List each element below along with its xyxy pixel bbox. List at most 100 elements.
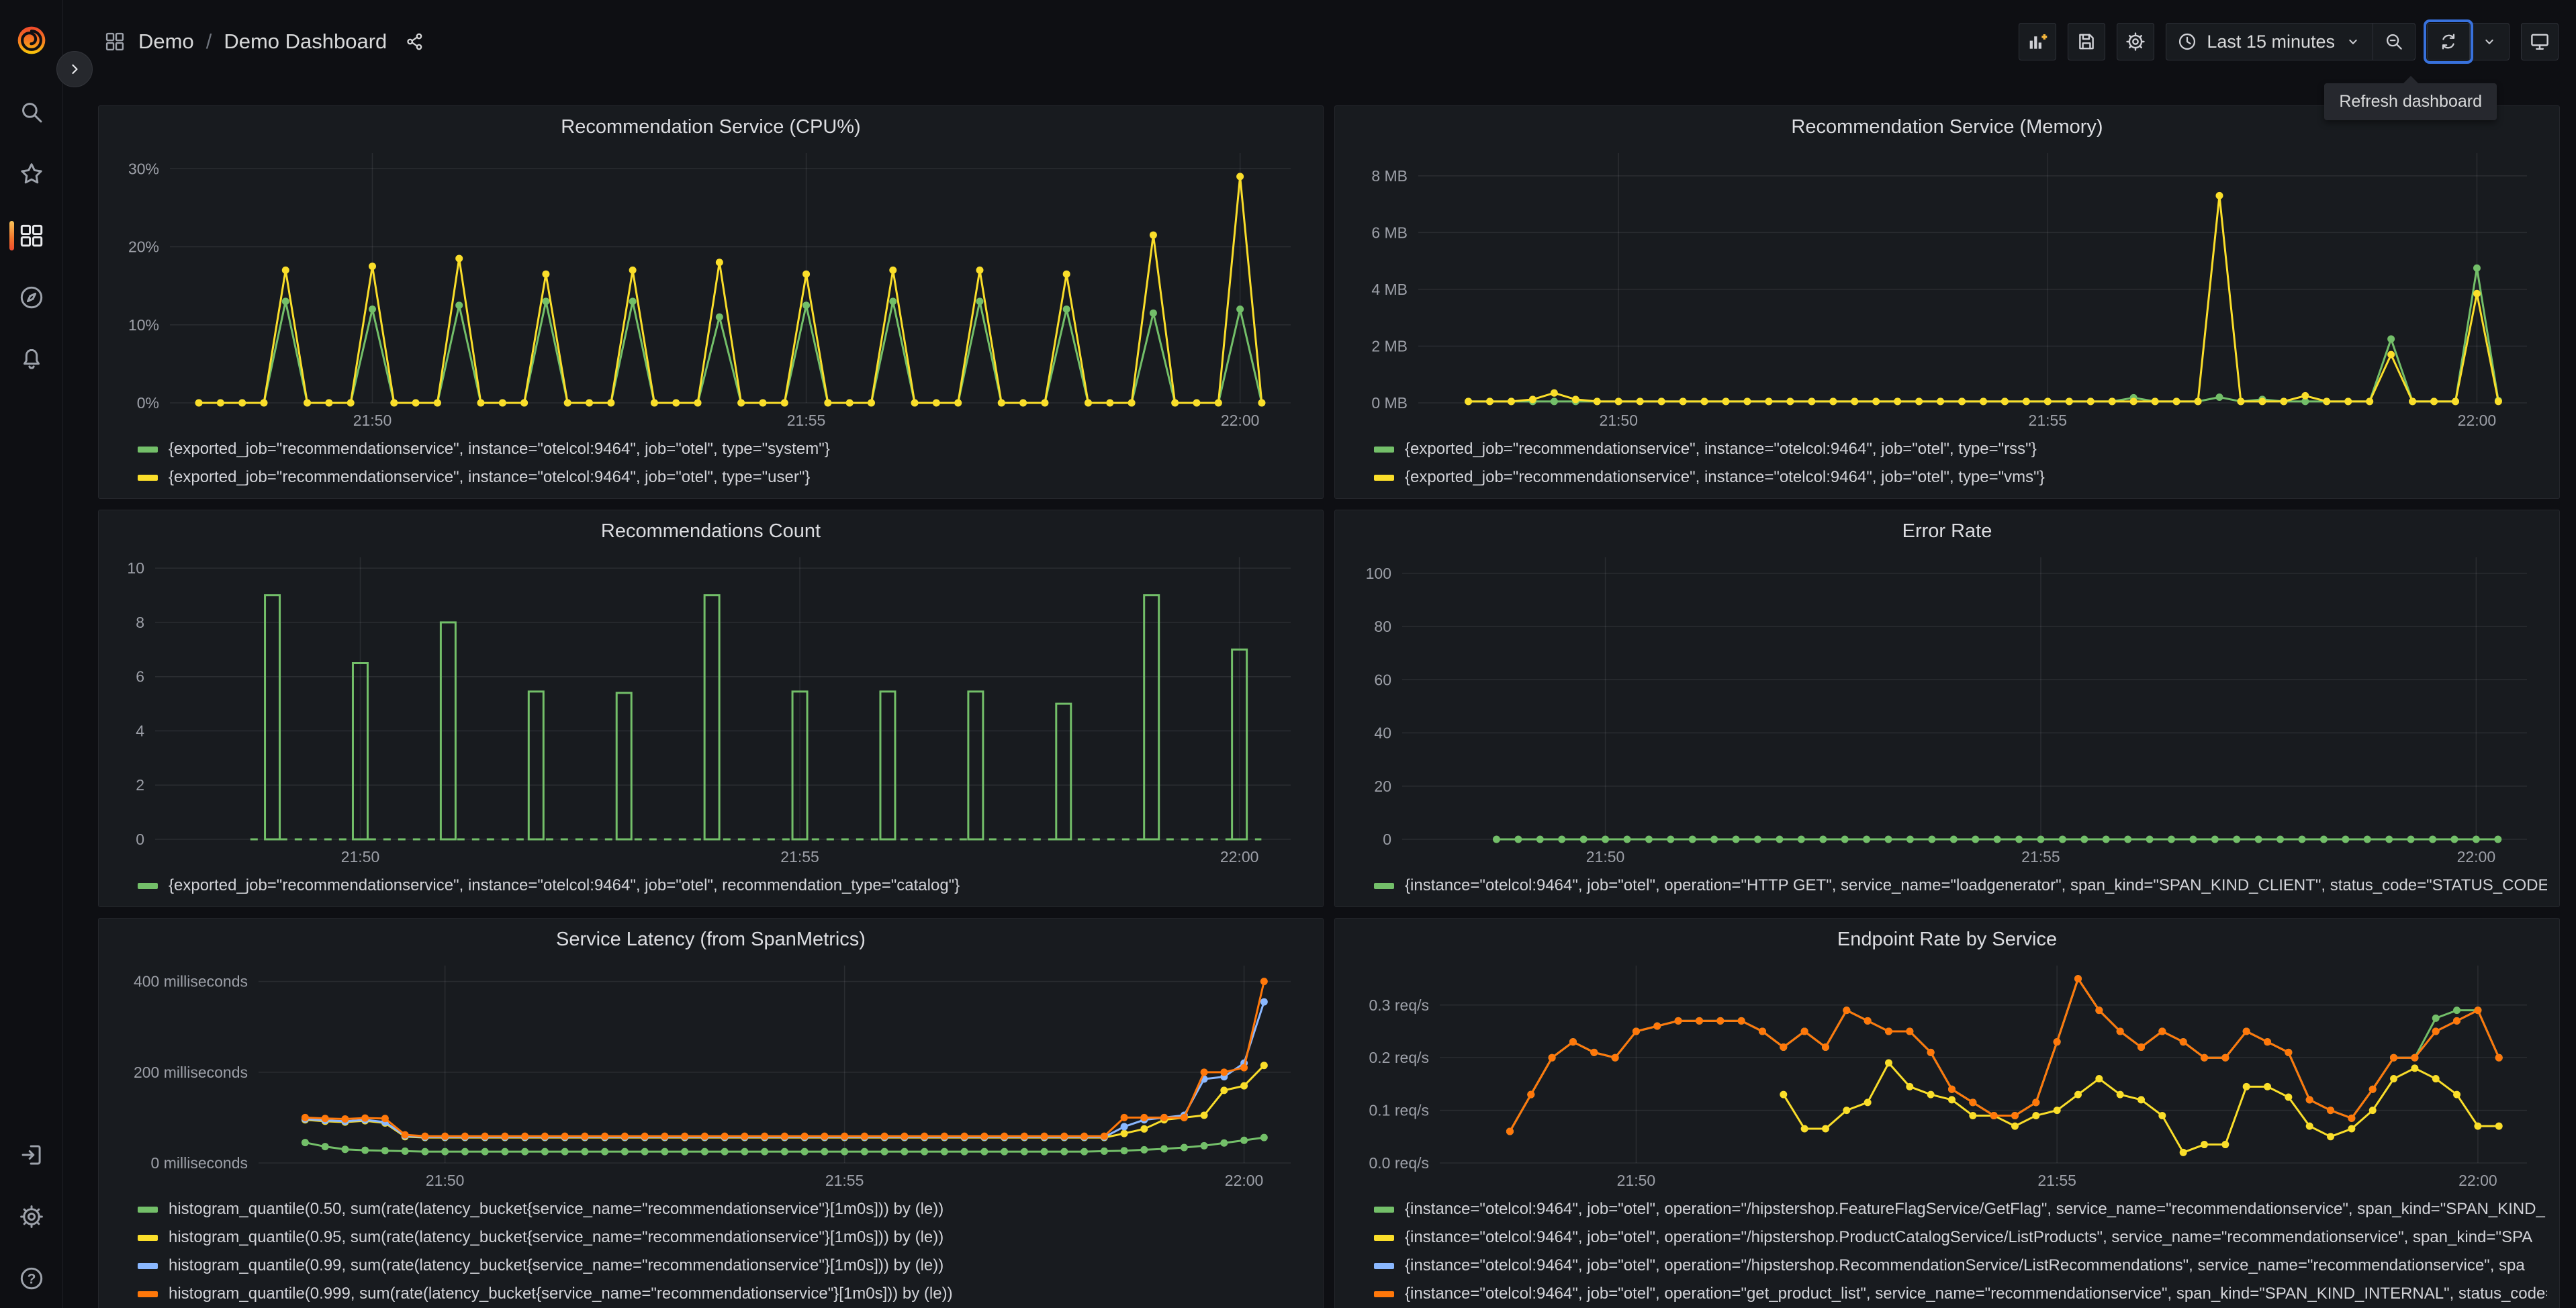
legend-item[interactable]: histogram_quantile(0.999, sum(rate(laten…	[138, 1280, 1311, 1308]
time-series-chart[interactable]: 0.0 req/s 0.1 req/s 0.2 req/s 0.3 req/s 21:5…	[1347, 955, 2547, 1194]
svg-text:8 MB: 8 MB	[1371, 167, 1408, 185]
svg-text:0.1 req/s: 0.1 req/s	[1369, 1102, 1430, 1119]
legend-swatch-icon	[138, 882, 158, 889]
panel-title[interactable]: Recommendation Service (CPU%)	[561, 116, 861, 138]
legend-item[interactable]: {exported_job="recommendationservice", i…	[138, 435, 1311, 463]
legend-label: {instance="otelcol:9464", job="otel", op…	[1405, 1200, 2545, 1218]
legend-item[interactable]: {exported_job="recommendationservice", i…	[1374, 463, 2547, 492]
panel-title[interactable]: Error Rate	[1902, 520, 1992, 542]
panel-title[interactable]: Recommendations Count	[600, 520, 821, 542]
panel-service-latency: Service Latency (from SpanMetrics) 0 mil…	[98, 918, 1324, 1308]
zoom-out-icon	[2383, 31, 2405, 52]
svg-text:30%: 30%	[128, 160, 159, 177]
refresh-interval-dropdown[interactable]	[2469, 24, 2509, 60]
legend-swatch-icon	[138, 446, 158, 453]
chevron-down-icon	[2480, 32, 2499, 51]
panel-legend: {instance="otelcol:9464", job="otel", op…	[1347, 870, 2547, 902]
breadcrumb-section[interactable]: Demo	[138, 30, 194, 53]
panel-title[interactable]: Recommendation Service (Memory)	[1791, 116, 2103, 138]
time-series-chart[interactable]: 0% 10% 20% 30% 21:50 21:55 22:00	[111, 142, 1311, 434]
svg-text:200 milliseconds: 200 milliseconds	[134, 1064, 248, 1081]
panel-endpoint-rate-by-service: Endpoint Rate by Service 0.0 req/s 0.1 re…	[1334, 918, 2560, 1308]
sidebar-item-dashboards[interactable]	[0, 214, 63, 257]
refresh-icon	[2438, 31, 2459, 52]
sidebar-item-explore[interactable]	[0, 276, 63, 319]
panel-legend: {instance="otelcol:9464", job="otel", op…	[1347, 1194, 2547, 1308]
legend-item[interactable]: {instance="otelcol:9464", job="otel", op…	[1374, 1223, 2547, 1252]
sidebar-item-search[interactable]	[0, 91, 63, 134]
add-panel-button[interactable]	[2019, 23, 2057, 60]
legend-item[interactable]: {instance="otelcol:9464", job="otel", op…	[1374, 1280, 2547, 1308]
svg-text:2 MB: 2 MB	[1371, 337, 1408, 355]
svg-text:6: 6	[136, 668, 144, 686]
sidebar-item-starred[interactable]	[0, 152, 63, 195]
svg-text:4 MB: 4 MB	[1371, 281, 1408, 298]
cycle-view-mode-button[interactable]	[2521, 23, 2559, 60]
breadcrumb-page-title[interactable]: Demo Dashboard	[224, 30, 387, 53]
svg-text:22:00: 22:00	[1220, 848, 1259, 866]
svg-text:21:50: 21:50	[1617, 1172, 1656, 1189]
grafana-logo[interactable]	[14, 23, 49, 61]
legend-swatch-icon	[1374, 1206, 1394, 1213]
panel-title[interactable]: Endpoint Rate by Service	[1837, 929, 2058, 950]
panel-title[interactable]: Service Latency (from SpanMetrics)	[556, 929, 866, 950]
svg-text:22:00: 22:00	[2458, 412, 2497, 429]
legend-item[interactable]: {instance="otelcol:9464", job="otel", op…	[1374, 872, 2547, 900]
panel-legend: {exported_job="recommendationservice", i…	[1347, 434, 2547, 494]
bar-chart[interactable]: 0 2 4 6 8 10 21:50 21:55 22:00	[111, 547, 1311, 870]
sidebar-item-settings[interactable]	[0, 1195, 63, 1238]
legend-item[interactable]: histogram_quantile(0.95, sum(rate(latenc…	[138, 1223, 1311, 1252]
legend-item[interactable]: {instance="otelcol:9464", job="otel", op…	[1374, 1252, 2547, 1280]
legend-item[interactable]: histogram_quantile(0.50, sum(rate(latenc…	[138, 1195, 1311, 1223]
svg-text:0.2 req/s: 0.2 req/s	[1369, 1049, 1430, 1066]
svg-text:21:50: 21:50	[426, 1172, 465, 1189]
sidebar-item-help[interactable]	[0, 1257, 63, 1300]
svg-text:10: 10	[127, 559, 144, 577]
legend-item[interactable]: {exported_job="recommendationservice", i…	[1374, 435, 2547, 463]
legend-label: histogram_quantile(0.999, sum(rate(laten…	[169, 1284, 953, 1303]
legend-label: {instance="otelcol:9464", job="otel", op…	[1405, 1228, 2533, 1246]
time-series-chart[interactable]: 0 MB 2 MB 4 MB 6 MB 8 MB 21:50 21:55 22:00	[1347, 142, 2547, 434]
legend-item[interactable]: {exported_job="recommendationservice", i…	[138, 463, 1311, 492]
sidebar-expand-button[interactable]	[56, 51, 93, 87]
gear-icon	[2124, 30, 2147, 53]
time-range-picker[interactable]: Last 15 minutes	[2166, 24, 2373, 60]
dashboard-settings-button[interactable]	[2117, 23, 2155, 60]
svg-text:22:00: 22:00	[1221, 412, 1260, 429]
add-panel-icon	[2030, 34, 2048, 49]
legend-swatch-icon	[1374, 446, 1394, 453]
refresh-dashboard-button[interactable]	[2424, 19, 2473, 64]
svg-text:21:50: 21:50	[1586, 848, 1625, 866]
legend-item[interactable]: {exported_job="recommendationservice", i…	[138, 872, 1311, 900]
legend-item[interactable]: {instance="otelcol:9464", job="otel", op…	[1374, 1195, 2547, 1223]
svg-text:22:00: 22:00	[2457, 848, 2496, 866]
svg-text:21:55: 21:55	[825, 1172, 864, 1189]
time-series-chart[interactable]: 0 20 40 60 80 100 21:50 21:55 22:00	[1347, 547, 2547, 870]
legend-swatch-icon	[138, 1262, 158, 1269]
svg-text:21:55: 21:55	[780, 848, 819, 866]
svg-text:40: 40	[1374, 725, 1391, 742]
time-series-chart[interactable]: 0 milliseconds 200 milliseconds 400 millis…	[111, 955, 1311, 1194]
svg-text:21:50: 21:50	[353, 412, 392, 429]
svg-text:400 milliseconds: 400 milliseconds	[134, 973, 248, 990]
save-dashboard-button[interactable]	[2068, 23, 2106, 60]
chevron-right-icon	[64, 59, 85, 79]
sidebar-item-alerting[interactable]	[0, 338, 63, 381]
dashboard-toolbar: Last 15 minutes	[2019, 19, 2559, 64]
legend-swatch-icon	[1374, 474, 1394, 481]
time-range-label: Last 15 minutes	[2207, 31, 2335, 52]
legend-item[interactable]: histogram_quantile(0.99, sum(rate(latenc…	[138, 1252, 1311, 1280]
svg-text:20: 20	[1374, 778, 1391, 795]
sidebar-item-sign-in[interactable]	[0, 1133, 63, 1176]
share-dashboard-button[interactable]	[404, 31, 426, 52]
zoom-out-time-range-button[interactable]	[2373, 24, 2415, 60]
svg-text:10%: 10%	[128, 316, 159, 334]
panel-recommendations-count: Recommendations Count 0 2 4 6 8 10 21:50 21:55 2…	[98, 510, 1324, 907]
refresh-tooltip: Refresh dashboard	[2324, 76, 2497, 120]
svg-text:22:00: 22:00	[1225, 1172, 1264, 1189]
legend-label: histogram_quantile(0.99, sum(rate(latenc…	[169, 1256, 944, 1274]
legend-label: {instance="otelcol:9464", job="otel", op…	[1405, 1284, 2547, 1303]
svg-text:21:55: 21:55	[2037, 1172, 2076, 1189]
legend-label: histogram_quantile(0.95, sum(rate(latenc…	[169, 1228, 944, 1246]
legend-label: {exported_job="recommendationservice", i…	[1405, 468, 2045, 486]
